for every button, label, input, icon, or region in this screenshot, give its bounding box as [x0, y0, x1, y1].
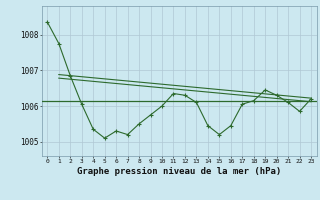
X-axis label: Graphe pression niveau de la mer (hPa): Graphe pression niveau de la mer (hPa) — [77, 167, 281, 176]
